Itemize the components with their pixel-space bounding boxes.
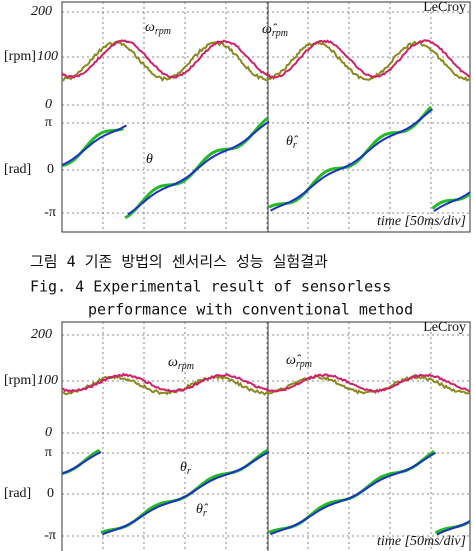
axis-label: 0 [45, 425, 52, 440]
axis-label: 0 [47, 162, 54, 177]
axis-label: 0 [47, 486, 54, 501]
axis-label: [rpm] [4, 373, 36, 388]
axis-label: -π [44, 205, 56, 220]
annotation-symbol: ω [168, 355, 178, 370]
annotation-sub: r [203, 508, 207, 519]
annotation: ωrpm [168, 355, 194, 372]
annotation-sub: r [293, 140, 297, 151]
axis-label: 100 [37, 49, 58, 64]
time-label: time [50ms/div] [377, 534, 466, 549]
annotation-sub: rpm [272, 28, 288, 39]
annotation-sub: rpm [296, 359, 312, 370]
caption-line: performance with conventional method [88, 301, 413, 319]
axis-label: 200 [31, 4, 52, 19]
annotation-symbol: ω [145, 20, 155, 35]
axis-label: π [45, 445, 52, 460]
caption-korean: 그림 4 기존 방법의 센서리스 성능 실험결과 [30, 253, 328, 271]
annotation: ω̂rpm [286, 353, 312, 370]
annotation: ω̂rpm [262, 22, 288, 39]
annotation-sub: rpm [178, 361, 194, 372]
annotation: ωrpm [145, 20, 171, 37]
axis-label: [rad] [4, 486, 31, 501]
axis-label: 100 [37, 373, 58, 388]
page: LeCroy200[rpm] 1000π[rad] 0-πtime [50ms/di… [0, 0, 474, 551]
brand: LeCroy [423, 0, 466, 15]
annotation: θr [180, 460, 191, 477]
axis-label: [rpm] [4, 49, 36, 64]
brand: LeCroy [423, 320, 466, 335]
speed-trace [62, 374, 470, 392]
angle-trace [62, 450, 470, 533]
angle-trace [62, 109, 470, 214]
annotation: θ̂r [286, 134, 299, 151]
time-label: time [50ms/div] [377, 214, 466, 229]
caption-line: Fig. 4 Experimental result of sensorless [30, 278, 391, 296]
axis-label: 0 [45, 97, 52, 112]
axis-label: [rad] [4, 162, 31, 177]
axis-label: 200 [31, 327, 52, 342]
angle-trace [62, 452, 470, 535]
annotation: θ̂r [196, 502, 209, 519]
annotation-sub: rpm [155, 26, 171, 37]
axis-label: π [45, 115, 52, 130]
annotation-sub: r [187, 466, 191, 477]
scope-frame [62, 322, 470, 551]
annotation: θ [146, 152, 153, 167]
figures: LeCroy200[rpm] 1000π[rad] 0-πtime [50ms/di… [4, 0, 470, 551]
axis-label: -π [44, 528, 56, 543]
